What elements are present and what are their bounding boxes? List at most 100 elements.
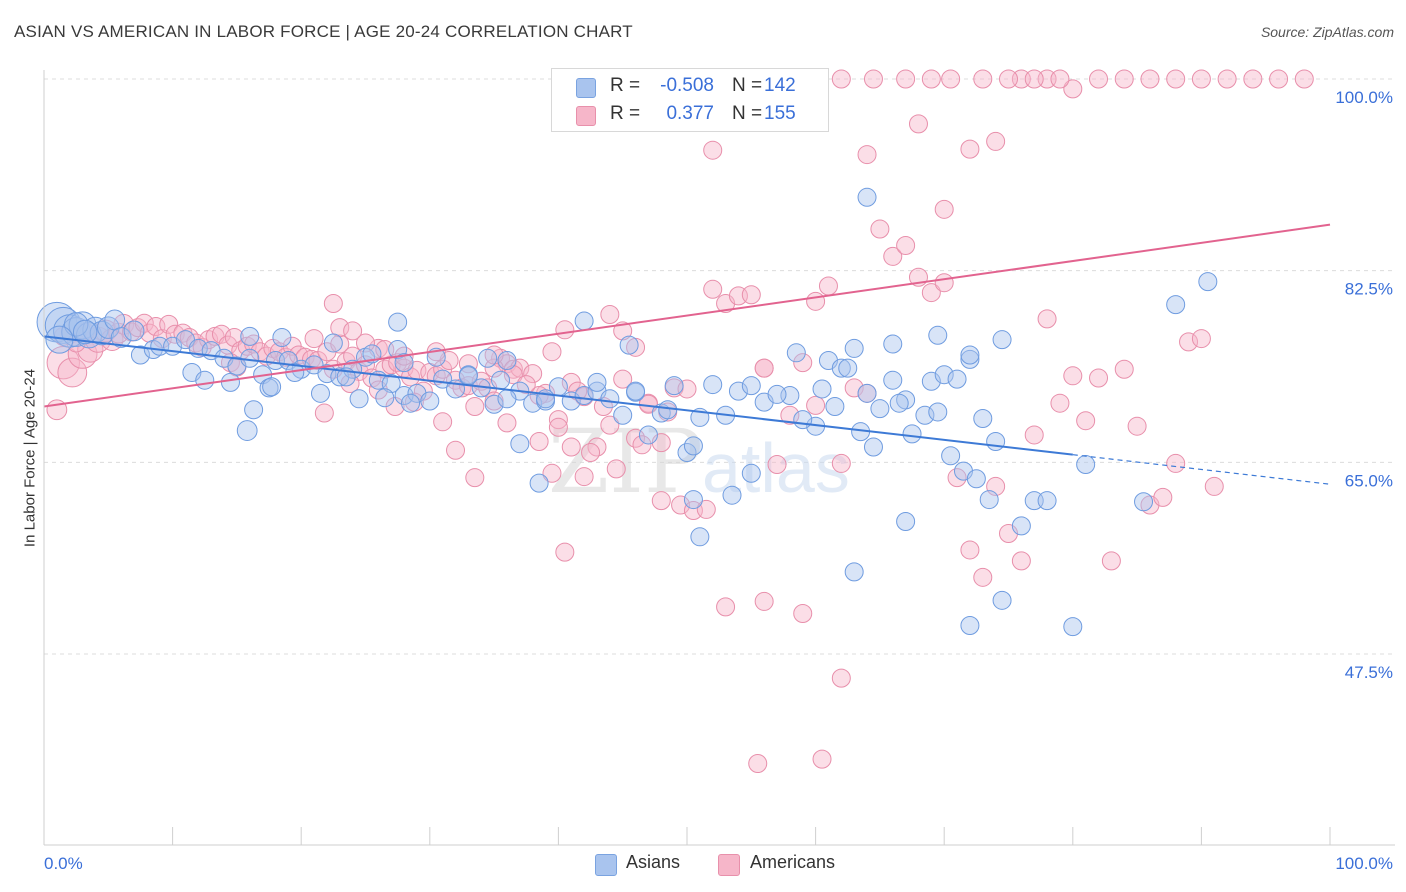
asian-point <box>262 377 282 397</box>
asian-point <box>934 365 954 385</box>
asian-point <box>323 333 343 353</box>
american-point <box>542 342 562 362</box>
american-point <box>748 754 768 774</box>
asian-point <box>928 325 948 345</box>
american-point <box>934 199 954 219</box>
asian-point <box>272 327 292 347</box>
asian-point <box>863 437 883 457</box>
asian-point <box>638 425 658 445</box>
american-point <box>497 413 517 433</box>
american-point <box>542 463 562 483</box>
american-point <box>465 396 485 416</box>
asians-points <box>36 187 1218 637</box>
asian-point <box>857 383 877 403</box>
asian-point <box>812 379 832 399</box>
american-point <box>1191 69 1211 89</box>
asian-point <box>1198 272 1218 292</box>
asian-point <box>825 396 845 416</box>
american-point <box>1063 366 1083 386</box>
american-point <box>986 131 1006 151</box>
american-point <box>870 219 890 239</box>
american-point <box>1127 416 1147 436</box>
asian-point <box>574 386 594 406</box>
asian-point <box>741 376 761 396</box>
asian-point <box>1037 491 1057 511</box>
legend-row-asians: R = -0.508 N = 142 <box>552 73 828 101</box>
asian-point <box>244 400 264 420</box>
american-point <box>1089 69 1109 89</box>
american-point <box>857 145 877 165</box>
american-point <box>613 321 633 341</box>
asian-point <box>831 358 851 378</box>
american-point <box>831 453 851 473</box>
asian-point <box>381 373 401 393</box>
american-point <box>754 358 774 378</box>
american-point <box>671 495 691 515</box>
asian-point <box>883 334 903 354</box>
american-point <box>548 410 568 430</box>
axes <box>43 70 1395 846</box>
asian-point <box>902 424 922 444</box>
american-point <box>1294 69 1314 89</box>
asian-point <box>992 330 1012 350</box>
american-point <box>503 365 523 385</box>
american-point <box>921 69 941 89</box>
americans-points <box>46 69 1314 774</box>
asian-point <box>497 350 517 370</box>
source-label: Source: ZipAtlas.com <box>1260 24 1394 40</box>
american-point <box>896 235 916 255</box>
y-tick-label: 65.0% <box>1345 471 1393 490</box>
american-point <box>767 455 787 475</box>
asians-swatch <box>576 78 596 98</box>
asian-point <box>992 590 1012 610</box>
asian-point <box>420 391 440 411</box>
american-point <box>1024 425 1044 445</box>
american-point <box>1140 69 1160 89</box>
american-point <box>806 395 826 415</box>
asian-point <box>310 383 330 403</box>
american-point <box>1101 551 1121 571</box>
asian-point <box>529 473 549 493</box>
asian-point <box>960 345 980 365</box>
asian-point <box>793 410 813 430</box>
american-point <box>1166 453 1186 473</box>
american-point <box>1166 69 1186 89</box>
asian-point <box>767 384 787 404</box>
american-point <box>165 324 185 344</box>
americans-swatch <box>576 106 596 126</box>
asian-point <box>510 434 530 454</box>
asian-point <box>928 402 948 422</box>
american-point <box>1153 487 1173 507</box>
american-point <box>1011 551 1031 571</box>
american-point <box>934 273 954 293</box>
asian-point <box>722 485 742 505</box>
legend-r-label: R = <box>610 103 641 124</box>
american-point <box>960 139 980 159</box>
asian-point <box>401 393 421 413</box>
asian-point <box>426 347 446 367</box>
asian-point <box>870 399 890 419</box>
asian-point <box>844 338 864 358</box>
asian-point <box>1011 516 1031 536</box>
asian-point <box>110 327 132 348</box>
asian-point <box>236 420 258 441</box>
asian-point <box>838 358 858 378</box>
asian-point <box>1076 455 1096 475</box>
american-point <box>793 603 813 623</box>
asian-point <box>960 616 980 636</box>
asian-point <box>600 389 620 409</box>
legend-n-value-americans: 155 <box>764 103 796 124</box>
american-point <box>973 567 993 587</box>
american-point <box>211 324 231 344</box>
american-point <box>548 417 568 437</box>
asian-point <box>104 309 126 331</box>
american-point <box>1269 69 1289 89</box>
legend-r-value-asians: -0.508 <box>660 75 714 96</box>
american-point <box>896 69 916 89</box>
american-point <box>1179 332 1199 352</box>
american-point <box>330 334 350 354</box>
american-point <box>1050 393 1070 413</box>
series-legend: Asians Americans <box>0 852 1406 878</box>
asian-point <box>941 446 961 466</box>
american-point <box>356 333 375 353</box>
